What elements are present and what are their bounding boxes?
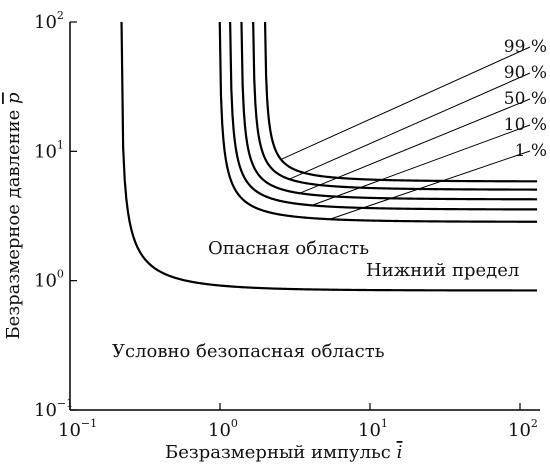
y-tick-label: 100: [34, 268, 64, 292]
curve-1-percent: [218, 21, 538, 223]
x-axis-title: Безразмерный импульс i: [165, 442, 402, 463]
y-tick-label: 10−1: [34, 397, 73, 421]
region-label-dangerous: Опасная область: [208, 238, 369, 259]
svg-text:Безразмерное давление p: Безразмерное давление p: [3, 92, 24, 340]
curve-label-99-percent: 99 %: [504, 37, 547, 57]
leader-line: [280, 46, 531, 160]
leader-line: [289, 72, 531, 180]
lower-limit-label: Нижний предел: [366, 260, 519, 281]
curve-90-percent: [252, 21, 538, 191]
svg-text:Безразмерный импульс i: Безразмерный импульс i: [165, 442, 402, 463]
y-axis-title-symbol: p: [3, 92, 24, 104]
labels: 99 % 90 % 50 % 10 % 1 % Нижний предел: [366, 37, 547, 281]
x-tick-label: 101: [358, 417, 388, 441]
curve-label-10-percent: 10 %: [504, 115, 547, 135]
curve-label-leaders: [280, 46, 531, 220]
x-axis-title-text: Безразмерный импульс: [165, 442, 391, 463]
ticks: 10−1 100 101 102 10−1 100 101 102: [34, 9, 538, 441]
curve-label-50-percent: 50 %: [504, 89, 547, 109]
curves: [120, 21, 538, 292]
leader-line: [299, 98, 531, 194]
y-axis-title-text: Безразмерное давление: [3, 110, 24, 340]
lower-limit-curve: [120, 21, 538, 292]
x-tick-label: 100: [208, 417, 238, 441]
curve-label-1-percent: 1 %: [515, 141, 547, 161]
region-label-safe: Условно безопасная область: [112, 341, 385, 362]
x-tick-label: 102: [508, 417, 538, 441]
curve-label-90-percent: 90 %: [504, 63, 547, 83]
curve-99-percent: [263, 21, 538, 183]
leader-line: [311, 124, 531, 206]
leader-line: [329, 150, 531, 220]
x-axis-title-symbol: i: [397, 442, 403, 463]
axes-frame: [69, 22, 540, 411]
curve-50-percent: [240, 21, 538, 201]
curve-10-percent: [229, 21, 538, 211]
y-axis-title: Безразмерное давление p: [3, 92, 24, 340]
x-tick-label: 10−1: [58, 417, 97, 441]
y-tick-label: 102: [34, 9, 64, 33]
y-tick-label: 101: [34, 138, 64, 162]
